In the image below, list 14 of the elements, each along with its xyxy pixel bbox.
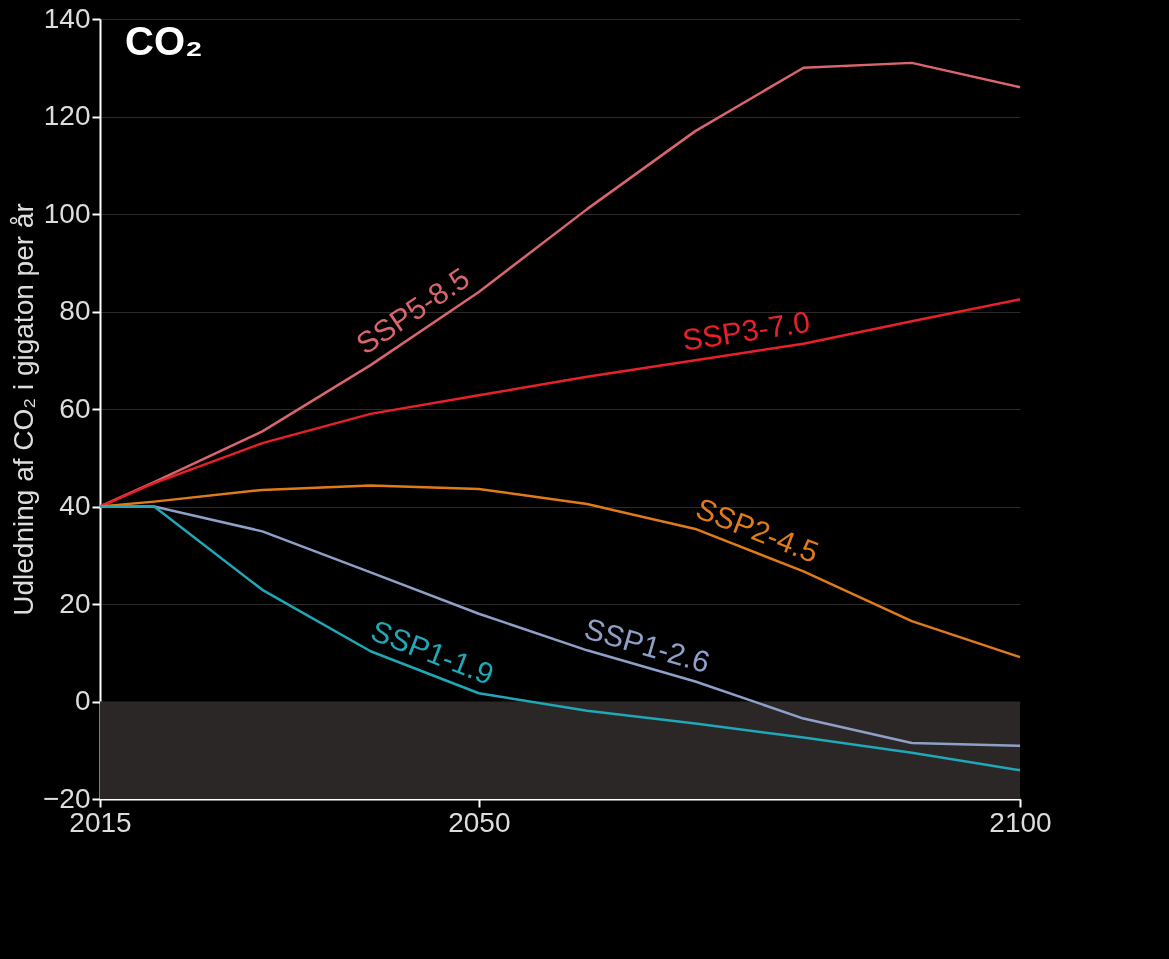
chart-title: CO₂: [125, 19, 203, 63]
y-tick-label: 80: [59, 295, 91, 326]
x-tick-label: 2050: [448, 806, 511, 838]
y-tick-label: −20: [43, 782, 91, 814]
x-tick-label: 2100: [989, 806, 1052, 838]
y-tick-label: 140: [43, 2, 91, 34]
y-tick-label: 20: [59, 587, 91, 619]
y-tick-label: 120: [43, 100, 91, 131]
text: SSP3-7.0: [680, 304, 813, 357]
y-tick-label: 60: [59, 392, 91, 424]
y-tick-label: 40: [59, 490, 91, 521]
y-tick-label: 100: [43, 197, 91, 229]
y-axis-title: Udledning af CO₂ i gigaton per år: [8, 203, 39, 616]
y-tick-label: 0: [74, 685, 91, 716]
